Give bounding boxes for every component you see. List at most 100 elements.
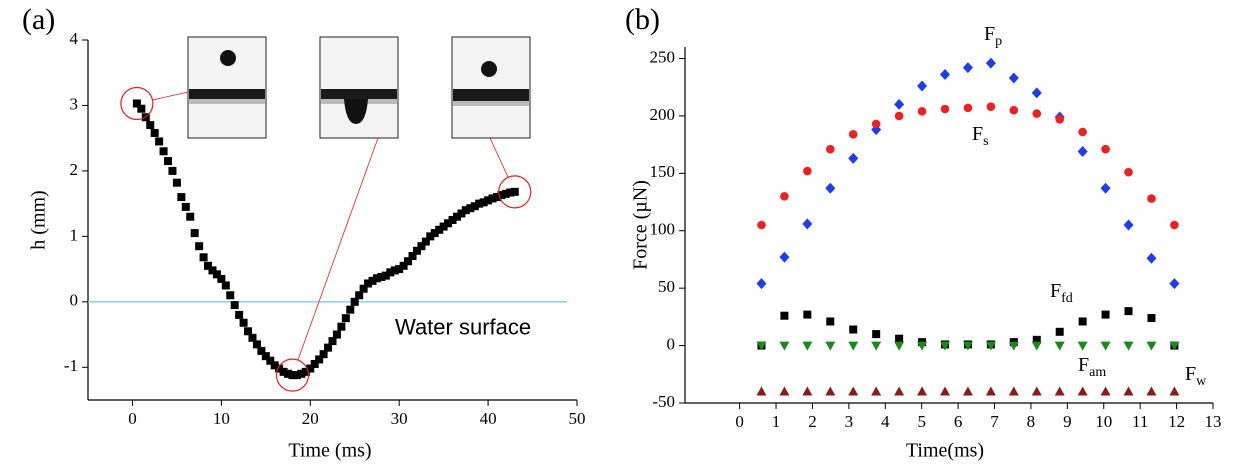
- marker: [288, 371, 297, 380]
- marker: [895, 334, 904, 343]
- marker: [226, 291, 235, 300]
- marker: [894, 341, 905, 351]
- x-tick-label: 20: [302, 409, 319, 428]
- x-tick-label: 40: [480, 409, 497, 428]
- marker: [1100, 182, 1111, 194]
- marker: [190, 229, 199, 238]
- marker: [780, 311, 789, 320]
- marker: [284, 369, 293, 378]
- series: [756, 341, 1180, 351]
- y-tick-label: 0: [667, 334, 676, 353]
- series-label-sub: p: [995, 34, 1002, 49]
- series-label-main: F: [1078, 354, 1089, 376]
- marker: [1031, 341, 1042, 351]
- y-tick-label: 50: [658, 277, 675, 296]
- marker: [510, 187, 519, 196]
- inset-images: [187, 36, 531, 139]
- x-tick-label: 6: [954, 412, 963, 431]
- marker: [475, 199, 484, 208]
- marker: [457, 209, 466, 218]
- marker: [1169, 278, 1180, 290]
- marker: [319, 350, 328, 359]
- marker: [779, 341, 790, 351]
- marker: [257, 346, 266, 355]
- marker: [448, 216, 457, 224]
- marker: [466, 204, 475, 213]
- marker: [1008, 386, 1019, 396]
- marker: [871, 341, 882, 351]
- panel-label: (b): [625, 3, 660, 36]
- inset-cavity: [344, 99, 368, 124]
- marker: [1008, 72, 1019, 84]
- highlight-connector: [152, 91, 189, 101]
- marker: [315, 355, 324, 364]
- marker: [1077, 386, 1088, 396]
- marker: [244, 327, 253, 336]
- marker: [1054, 341, 1065, 351]
- marker: [310, 360, 319, 368]
- marker: [985, 341, 996, 351]
- marker: [1124, 307, 1133, 316]
- marker: [917, 341, 928, 351]
- marker: [177, 193, 186, 202]
- marker: [1146, 386, 1157, 396]
- marker: [1170, 220, 1179, 230]
- marker: [501, 189, 510, 198]
- marker: [266, 356, 275, 365]
- marker: [439, 222, 448, 231]
- y-tick-label: 200: [650, 105, 676, 124]
- x-tick-label: 7: [990, 412, 999, 431]
- marker: [1101, 144, 1110, 154]
- marker: [506, 188, 515, 197]
- series-label: Fs: [972, 123, 989, 150]
- y-tick-label: 0: [70, 291, 79, 310]
- marker: [492, 193, 501, 202]
- series-label-main: F: [1185, 363, 1196, 385]
- marker: [1124, 167, 1133, 177]
- series: [756, 386, 1180, 396]
- series: [756, 57, 1180, 290]
- marker: [1031, 386, 1042, 396]
- y-tick-label: 4: [70, 29, 79, 48]
- marker: [917, 80, 928, 92]
- marker: [894, 111, 904, 121]
- series: [757, 102, 1179, 230]
- x-tick-label: 30: [391, 409, 408, 428]
- marker: [779, 251, 790, 263]
- marker: [328, 337, 337, 346]
- marker: [1054, 386, 1065, 396]
- marker: [359, 284, 368, 293]
- marker: [484, 196, 493, 205]
- marker: [848, 152, 859, 164]
- marker: [848, 129, 858, 139]
- marker: [825, 341, 836, 351]
- x-tick-label: 50: [569, 409, 586, 428]
- inset-shade: [189, 99, 265, 104]
- marker: [1031, 87, 1042, 99]
- marker: [1100, 341, 1111, 351]
- series-label-sub: am: [1089, 365, 1106, 380]
- marker: [803, 310, 812, 319]
- marker: [426, 232, 435, 241]
- marker: [1078, 317, 1087, 326]
- marker: [368, 276, 377, 285]
- marker: [848, 341, 859, 351]
- marker: [871, 119, 881, 129]
- marker: [217, 274, 226, 283]
- inset-surface: [321, 89, 397, 99]
- marker: [301, 367, 310, 376]
- marker: [146, 121, 155, 130]
- marker: [164, 157, 173, 166]
- marker: [230, 301, 239, 310]
- marker: [208, 266, 217, 275]
- marker: [150, 128, 159, 137]
- x-tick-label: 8: [1027, 412, 1036, 431]
- marker: [417, 242, 426, 251]
- marker: [364, 279, 373, 288]
- inset-shade: [453, 101, 529, 106]
- marker: [1100, 386, 1111, 396]
- series-label: Fam: [1078, 354, 1106, 381]
- y-tick-label: 1: [70, 225, 79, 244]
- marker: [350, 297, 359, 306]
